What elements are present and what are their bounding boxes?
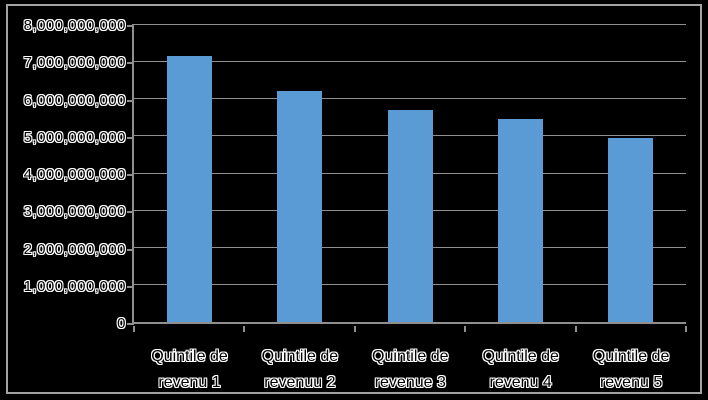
x-category-label-line: revenu 1 bbox=[158, 374, 221, 391]
bar bbox=[277, 91, 323, 322]
plot-area bbox=[132, 23, 686, 324]
x-tick-mark bbox=[243, 326, 246, 332]
y-tick-mark bbox=[127, 323, 134, 325]
x-category-label-line: revenu 4 bbox=[489, 374, 552, 391]
bar bbox=[608, 137, 654, 322]
bar bbox=[387, 109, 433, 322]
x-tick-mark bbox=[464, 326, 467, 332]
x-category-label-line: revenu 5 bbox=[599, 374, 663, 391]
y-tick-label: 8,000,000,000 bbox=[23, 17, 126, 34]
y-tick-label: 7,000,000,000 bbox=[23, 54, 126, 72]
x-category-label-line: Quintile de bbox=[482, 348, 559, 365]
y-tick-mark bbox=[127, 248, 134, 251]
gridline bbox=[134, 98, 686, 99]
y-tick-label: 3,000,000,000 bbox=[23, 203, 126, 221]
y-tick-mark bbox=[127, 99, 134, 102]
x-category-label: Quintile de revenu 1 bbox=[134, 344, 245, 396]
x-tick-mark bbox=[353, 326, 356, 332]
x-category-label: Quintile de revenuu 2 bbox=[244, 344, 355, 396]
y-tick-mark bbox=[127, 62, 134, 65]
x-tick-mark bbox=[685, 326, 687, 332]
gridline bbox=[134, 23, 686, 25]
x-category-label: Quintile de revenue 3 bbox=[355, 344, 466, 396]
bar bbox=[497, 119, 543, 322]
y-tick-label: 0 bbox=[117, 315, 126, 332]
x-category-label: Quintile de revenu 5 bbox=[576, 344, 687, 396]
x-category-label-line: Quintile de bbox=[592, 348, 670, 365]
x-category-label-line: revenuu 2 bbox=[264, 374, 336, 391]
chart-frame: 0 1,000,000,000 2,000,000,000 3,000,000,000… bbox=[6, 4, 702, 394]
x-category-label-line: Quintile de bbox=[151, 348, 228, 365]
y-tick-label: 6,000,000,000 bbox=[23, 91, 126, 109]
x-category-label-line: revenue 3 bbox=[374, 374, 446, 391]
x-category-label-line: Quintile de bbox=[372, 348, 449, 365]
x-category-label-line: Quintile de bbox=[261, 348, 339, 365]
gridline bbox=[134, 60, 686, 62]
y-tick-mark bbox=[127, 285, 134, 288]
x-tick-mark bbox=[133, 326, 135, 332]
y-tick-mark bbox=[127, 136, 134, 139]
y-tick-mark bbox=[127, 174, 134, 176]
y-tick-mark bbox=[127, 25, 134, 27]
y-tick-label: 2,000,000,000 bbox=[23, 240, 126, 258]
x-tick-mark bbox=[574, 326, 577, 332]
y-tick-mark bbox=[127, 211, 134, 214]
y-tick-label: 1,000,000,000 bbox=[23, 277, 126, 295]
y-tick-label: 5,000,000,000 bbox=[23, 128, 126, 146]
bar bbox=[166, 55, 212, 322]
y-tick-label: 4,000,000,000 bbox=[23, 166, 126, 183]
x-category-label: Quintile de revenu 4 bbox=[465, 344, 576, 396]
